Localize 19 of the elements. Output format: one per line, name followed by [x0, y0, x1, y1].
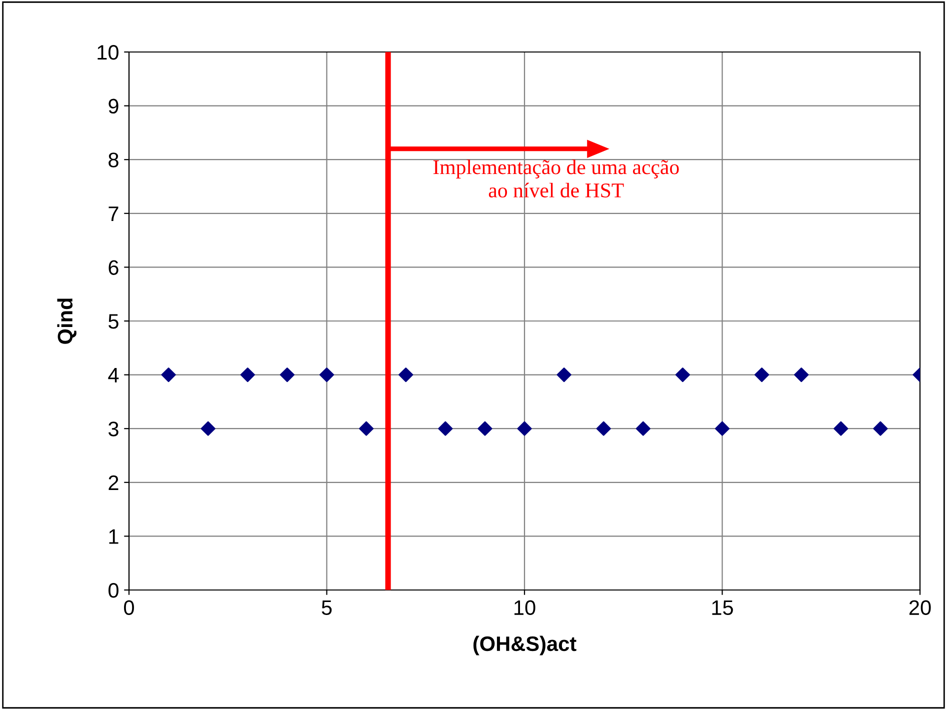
y-axis-title: Qind: [57, 298, 76, 344]
y-tick-label: 10: [98, 45, 118, 60]
y-tick-label: 4: [108, 368, 119, 382]
y-tick-label: 1: [109, 529, 118, 544]
x-tick-label: 5: [322, 600, 332, 616]
x-tick-label: 10: [514, 600, 536, 616]
y-tick-label: 2: [108, 475, 118, 490]
x-tick-label: 20: [909, 600, 931, 616]
y-tick-label: 8: [108, 152, 118, 168]
y-tick-label: 6: [108, 260, 118, 275]
y-tick-label: 5: [108, 314, 118, 329]
x-axis-title: (OH&S)act: [473, 636, 576, 656]
y-tick-label: 9: [108, 98, 118, 114]
x-tick-label: 0: [124, 600, 134, 616]
annotation: Implementação de uma acção ao nível de HST: [433, 160, 679, 198]
y-tick-label: 0: [108, 583, 118, 598]
y-tick-label: 7: [108, 206, 118, 221]
y-tick-label: 3: [108, 422, 118, 436]
x-tick-label: 15: [712, 600, 733, 616]
